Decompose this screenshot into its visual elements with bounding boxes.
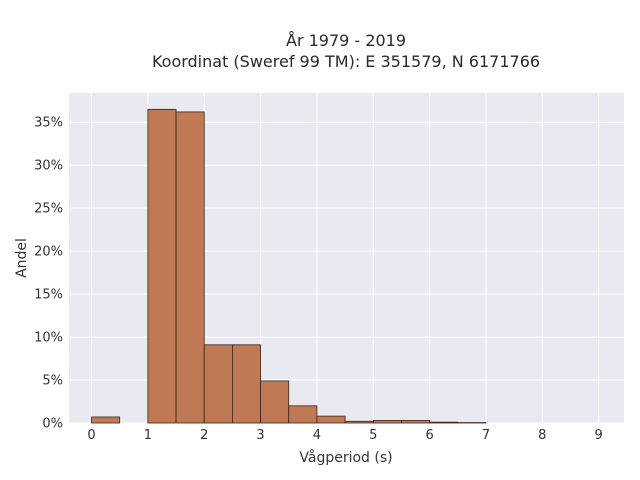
chart-subtitle: Koordinat (Sweref 99 TM): E 351579, N 61… bbox=[152, 52, 540, 71]
y-tick-label: 15% bbox=[34, 288, 63, 303]
histogram-bar bbox=[288, 405, 318, 424]
y-tick-label: 10% bbox=[34, 331, 63, 346]
x-tick-label: 3 bbox=[256, 428, 264, 443]
x-tick-label: 1 bbox=[144, 428, 152, 443]
x-axis-label: Vågperiod (s) bbox=[299, 449, 392, 466]
histogram-bar bbox=[147, 108, 177, 424]
histogram-bar bbox=[260, 380, 290, 424]
y-tick-label: 35% bbox=[34, 116, 63, 131]
x-tick-label: 2 bbox=[200, 428, 208, 443]
histogram-bar bbox=[91, 416, 121, 424]
histogram-bar bbox=[232, 344, 261, 424]
histogram-bar bbox=[429, 421, 459, 424]
y-tick-label: 20% bbox=[34, 245, 63, 260]
histogram-bar bbox=[316, 415, 346, 424]
x-tick-label: 5 bbox=[369, 428, 377, 443]
histogram-bar bbox=[203, 344, 233, 424]
x-tick-label: 7 bbox=[482, 428, 490, 443]
x-axis-ticks: 0 1 2 3 4 5 6 7 8 9 bbox=[87, 428, 602, 443]
y-axis-ticks: 0% 5% 10% 15% 20% 25% 30% 35% bbox=[34, 116, 63, 432]
y-tick-label: 0% bbox=[42, 417, 63, 432]
x-tick-label: 9 bbox=[595, 428, 603, 443]
histogram-bar bbox=[372, 420, 402, 424]
x-tick-label: 6 bbox=[425, 428, 433, 443]
histogram-bar bbox=[344, 420, 374, 424]
y-axis-label: Andel bbox=[14, 238, 30, 278]
y-tick-label: 30% bbox=[34, 159, 63, 174]
histogram-bar bbox=[175, 111, 205, 424]
bars bbox=[91, 108, 487, 424]
y-tick-label: 5% bbox=[42, 374, 63, 389]
y-tick-label: 25% bbox=[34, 202, 63, 217]
x-tick-label: 0 bbox=[87, 428, 95, 443]
chart-title: År 1979 - 2019 bbox=[286, 31, 406, 50]
x-tick-label: 8 bbox=[538, 428, 546, 443]
histogram-bar bbox=[401, 420, 431, 424]
x-tick-label: 4 bbox=[313, 428, 321, 443]
